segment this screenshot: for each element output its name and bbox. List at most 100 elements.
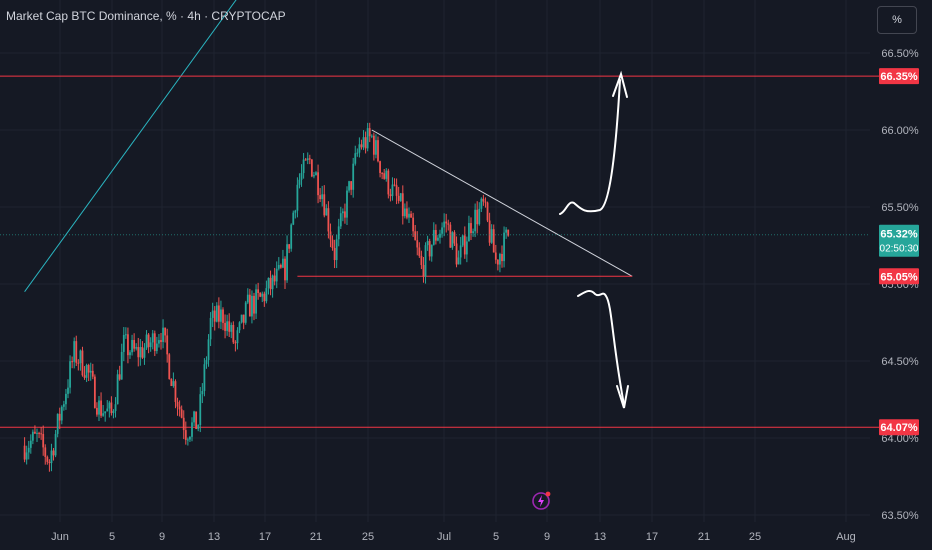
candle-body <box>145 334 148 349</box>
candle-body <box>273 275 276 282</box>
candle-body <box>172 381 175 386</box>
candle-body <box>102 413 105 416</box>
x-tick-label: 21 <box>698 531 710 543</box>
candle-body <box>472 231 474 234</box>
level-badge-label: 65.05% <box>880 271 918 283</box>
candle-body <box>383 173 386 179</box>
candle-body <box>325 208 328 216</box>
candle-body <box>476 209 479 225</box>
y-tick-label: 63.50% <box>881 510 919 522</box>
candle-body <box>255 289 257 314</box>
candle-body <box>387 170 390 195</box>
price-axis[interactable]: 66.50%66.00%65.50%65.00%64.50%64.00%63.5… <box>0 48 919 522</box>
level-badge-label: 66.35% <box>880 71 918 83</box>
candle-body <box>93 376 96 408</box>
candle-body <box>201 390 204 395</box>
candle-body <box>42 433 45 448</box>
candle-body <box>153 333 156 352</box>
candle-body <box>424 245 427 277</box>
candle-body <box>77 362 80 364</box>
candle-body <box>87 365 90 373</box>
candle-body <box>217 305 220 322</box>
candle-body <box>385 170 388 179</box>
candle-body <box>352 163 355 190</box>
candle-body <box>253 295 255 314</box>
candle-body <box>381 172 384 174</box>
candle-body <box>323 194 326 216</box>
candle-body <box>300 173 303 180</box>
candle-body <box>337 226 340 240</box>
candle-body <box>346 190 348 218</box>
candle-body <box>151 333 154 343</box>
candle-body <box>410 213 412 218</box>
candle-body <box>27 447 30 453</box>
candle-body <box>406 208 408 218</box>
candle-body <box>277 264 280 269</box>
candle-body <box>205 360 208 365</box>
x-tick-label: 5 <box>493 531 499 543</box>
candle-body <box>501 253 503 262</box>
candlesticks <box>23 122 510 472</box>
chart-grid <box>0 0 870 522</box>
candle-body <box>480 198 483 209</box>
candle-body <box>211 310 214 318</box>
candle-body <box>120 351 123 380</box>
candle-body <box>468 223 470 242</box>
candle-body <box>379 161 381 173</box>
x-tick-label: Jun <box>51 531 69 543</box>
candle-body <box>193 411 195 423</box>
level-badge <box>879 68 919 85</box>
candle-body <box>116 374 119 405</box>
candle-body <box>447 223 450 225</box>
level-badge <box>879 268 919 285</box>
candle-body <box>170 378 173 386</box>
candle-body <box>457 257 460 265</box>
x-tick-label: 9 <box>159 531 165 543</box>
candle-body <box>58 413 61 421</box>
candle-body <box>251 295 253 317</box>
candle-body <box>422 264 425 277</box>
candle-body <box>50 450 53 464</box>
unit-button[interactable]: % <box>877 6 917 34</box>
candle-body <box>118 374 121 380</box>
candle-body <box>488 220 491 243</box>
candle-body <box>213 310 216 322</box>
candle-body <box>391 184 394 197</box>
candle-body <box>463 235 466 255</box>
candle-body <box>290 224 293 249</box>
candle-body <box>395 185 398 196</box>
candle-body <box>267 277 270 289</box>
candle-body <box>162 327 164 342</box>
x-tick-label: 25 <box>749 531 761 543</box>
candle-body <box>284 258 286 281</box>
candle-body <box>503 232 505 262</box>
candle-body <box>377 140 379 162</box>
lightning-bolt-icon[interactable] <box>530 488 554 512</box>
candle-body <box>304 159 307 161</box>
y-tick-label: 65.50% <box>881 202 919 214</box>
candle-body <box>490 229 493 243</box>
candle-body <box>226 321 229 331</box>
candle-body <box>176 401 179 407</box>
candle-body <box>486 202 489 221</box>
candle-body <box>370 135 373 137</box>
candle-body <box>248 294 251 317</box>
candle-body <box>360 144 363 148</box>
candle-body <box>46 456 49 462</box>
x-tick-label: 25 <box>362 531 374 543</box>
candle-body <box>143 348 146 358</box>
candle-body <box>122 334 125 352</box>
breakdown-arrowhead <box>616 385 629 409</box>
candle-body <box>372 135 375 155</box>
candle-body <box>137 347 140 358</box>
candle-body <box>315 172 317 176</box>
candle-body <box>54 433 57 456</box>
candle-body <box>230 324 233 332</box>
candle-body <box>474 209 477 232</box>
candle-body <box>341 211 344 214</box>
time-axis[interactable]: Jun 5 9 13 17 21 25 Jul 5 9 13 17 21 25 Aug <box>51 531 856 543</box>
candle-body <box>389 194 392 197</box>
candle-body <box>434 230 437 241</box>
candle-body <box>209 317 212 340</box>
